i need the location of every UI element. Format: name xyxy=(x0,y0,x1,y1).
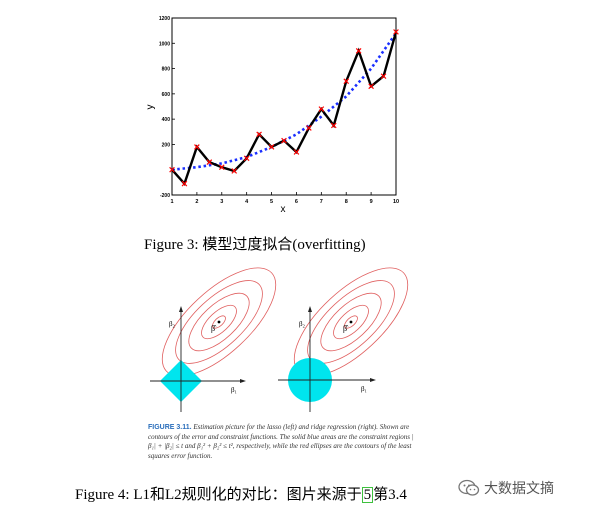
data-point-marker xyxy=(293,149,300,155)
y-tick-label: 600 xyxy=(162,92,171,98)
data-point-marker xyxy=(169,166,175,173)
x-tick-label: 2 xyxy=(195,199,198,205)
lasso-beta-hat-label: β̂ xyxy=(211,324,217,333)
figure-4-caption-suffix: 第3.4 xyxy=(373,487,407,503)
overfitting-chart: 1 2 3 4 5 6 7 8 9 10 -200 200 400 600 800 1000 1200 x y xyxy=(145,16,399,215)
x-tick-label: 6 xyxy=(295,199,298,205)
chart-ticks: 1 2 3 4 5 6 7 8 9 10 -200 200 400 600 800 1000 1200 xyxy=(159,16,399,205)
contour-ellipse xyxy=(320,292,382,352)
y-axis-label: y xyxy=(145,105,156,110)
contour-ellipse xyxy=(161,267,277,377)
x-tick-label: 3 xyxy=(220,199,223,205)
y-tick-label: 800 xyxy=(162,67,171,73)
ridge-y-axis-label: β₂ xyxy=(299,320,306,328)
watermark-text: 大数据文摘 xyxy=(484,480,554,496)
y-tick-label: -200 xyxy=(160,193,170,199)
wechat-icon xyxy=(458,479,480,496)
x-tick-label: 10 xyxy=(393,199,399,205)
plot-frame xyxy=(171,17,397,196)
x-tick-label: 4 xyxy=(245,199,249,205)
x-tick-label: 9 xyxy=(370,199,373,205)
contour-ellipse xyxy=(333,304,369,340)
citation-link[interactable]: 5 xyxy=(361,487,374,503)
figure-3-11-label: FIGURE 3.11. xyxy=(148,424,192,431)
figure-3-caption: Figure 3: 模型过度拟合(overfitting) xyxy=(144,237,366,253)
figure-4-caption: Figure 4: L1和L2规则化的对比：图片来源于 5 第3.4 xyxy=(75,483,407,504)
ridge-panel: β̂ β₂ β₁ xyxy=(278,267,409,412)
data-point-marker xyxy=(218,164,225,171)
ridge-x-axis-label: β₁ xyxy=(361,385,367,393)
y-tick-label: 400 xyxy=(162,117,171,123)
data-point-marker xyxy=(393,29,399,35)
data-point-marker xyxy=(343,78,350,85)
x-tick-label: 5 xyxy=(270,199,273,205)
contour-ellipse xyxy=(188,292,250,352)
data-point-marker xyxy=(194,144,200,150)
data-point-marker xyxy=(231,168,238,174)
data-point-marker xyxy=(330,122,337,129)
data-point-marker xyxy=(355,48,362,54)
lasso-y-axis-label: β₂ xyxy=(169,320,176,328)
arrow-icon xyxy=(308,306,312,312)
contour-ellipse xyxy=(344,315,358,329)
figure-3-11-caption: FIGURE 3.11. Estimation picture for the … xyxy=(148,423,418,461)
x-tick-label: 1 xyxy=(170,199,173,205)
chart-series xyxy=(169,29,399,187)
y-tick-label: 1200 xyxy=(159,16,170,22)
data-point-marker xyxy=(318,106,325,112)
data-point-marker xyxy=(380,73,387,79)
data-point-marker xyxy=(206,159,213,165)
lasso-x-axis-label: β₁ xyxy=(231,386,237,394)
arrow-icon xyxy=(370,378,376,382)
x-tick-label: 7 xyxy=(320,199,323,205)
data-series-line xyxy=(171,31,398,186)
data-point-marker xyxy=(181,180,188,187)
contour-ellipse xyxy=(201,304,237,340)
fit-curve-line xyxy=(171,32,398,172)
data-point-marker xyxy=(243,155,250,162)
arrow-icon xyxy=(179,306,183,312)
lasso-ridge-figure: β̂ β₂ β₁ β̂ β₂ β₁ xyxy=(150,267,409,412)
y-tick-label: 200 xyxy=(162,142,171,148)
lasso-contours xyxy=(161,267,277,377)
data-point-marker xyxy=(256,131,262,138)
contour-ellipse xyxy=(175,280,263,364)
data-point-marker xyxy=(306,125,312,131)
ridge-beta-hat-label: β̂ xyxy=(343,324,349,333)
figure-3-11-text: Estimation picture for the lasso (left) … xyxy=(148,423,414,460)
contour-ellipse xyxy=(212,315,226,329)
y-tick-label: 1000 xyxy=(159,41,170,47)
x-tick-label: 8 xyxy=(345,199,348,205)
data-point-marker xyxy=(281,137,287,144)
ridge-beta-hat-point xyxy=(349,320,353,324)
lasso-beta-hat-point xyxy=(217,320,221,324)
x-axis-label: x xyxy=(281,204,286,215)
arrow-icon xyxy=(240,379,246,383)
data-point-marker xyxy=(268,144,275,150)
watermark: 大数据文摘 xyxy=(458,478,554,498)
figure-4-caption-prefix: Figure 4: L1和L2规则化的对比：图片来源于 xyxy=(75,487,362,503)
data-point-marker xyxy=(368,83,374,90)
lasso-panel: β̂ β₂ β₁ xyxy=(150,267,277,412)
chart-axes xyxy=(171,17,397,196)
